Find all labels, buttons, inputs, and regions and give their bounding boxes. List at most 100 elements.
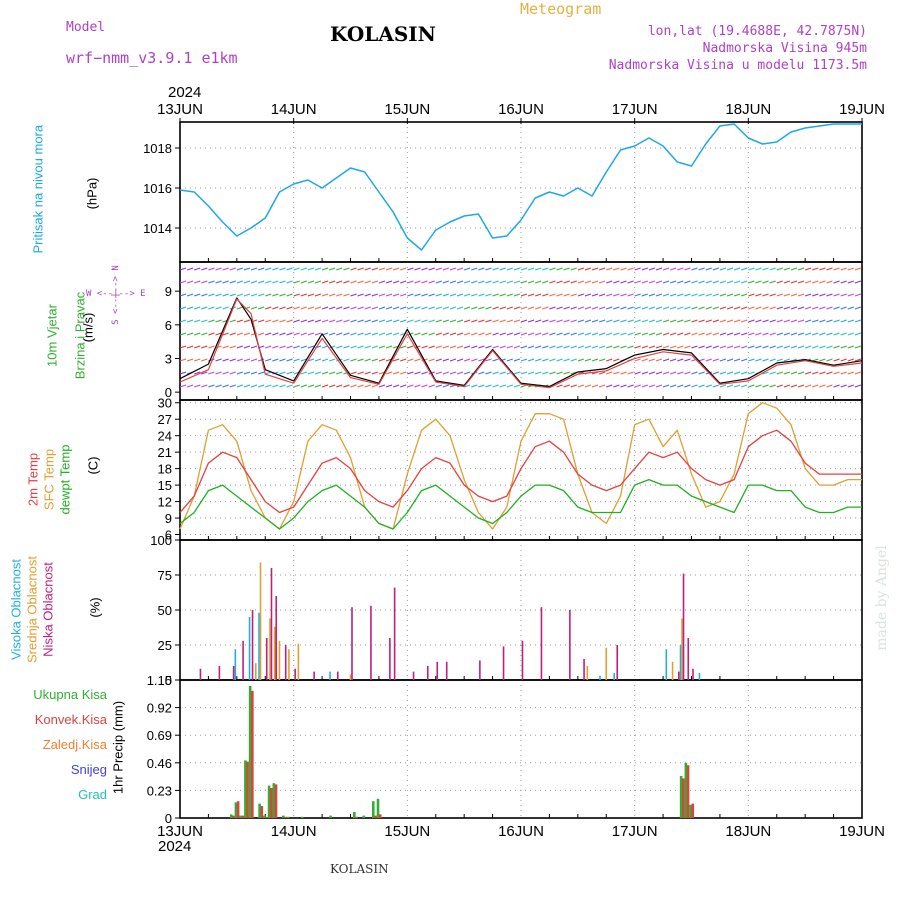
- wind-barb: [186, 306, 194, 310]
- wind-barb: [570, 293, 577, 297]
- wind-barb: [755, 345, 762, 349]
- wind-barb: [506, 332, 513, 336]
- wind-barb: [513, 267, 521, 271]
- wind-barb: [826, 332, 833, 336]
- wind-barb: [712, 345, 719, 349]
- wind-barb: [392, 332, 400, 336]
- wind-barb: [407, 267, 414, 271]
- wind-barb: [364, 358, 371, 362]
- wind-barb: [776, 371, 783, 375]
- wind-barb: [556, 332, 563, 336]
- wind-barb: [272, 293, 279, 297]
- y-tick-label: 0.23: [147, 783, 172, 798]
- wind-barb: [776, 384, 783, 388]
- wind-barb: [400, 319, 407, 323]
- wind-barb: [307, 332, 315, 336]
- wind-barb: [783, 319, 791, 323]
- wind-barb: [506, 267, 513, 271]
- wind-barb: [535, 267, 542, 271]
- wind-barb: [549, 267, 556, 271]
- wind-barb: [741, 358, 748, 362]
- wind-barb: [208, 332, 215, 336]
- wind-barb: [762, 384, 769, 388]
- wind-barb: [570, 384, 577, 388]
- wind-barb: [655, 319, 663, 323]
- wind-barb: [584, 293, 592, 297]
- wind-barb: [620, 371, 627, 375]
- wind-barb: [279, 319, 286, 323]
- precip-bar: [258, 803, 261, 818]
- wind-barb: [364, 293, 371, 297]
- wind-barb: [499, 371, 506, 375]
- y-tick-label: 1018: [143, 141, 172, 156]
- wind-barb: [286, 332, 293, 336]
- wind-barb: [179, 358, 187, 362]
- wind-barb: [428, 306, 435, 310]
- wind-barb: [314, 332, 322, 336]
- wind-barb: [812, 293, 819, 297]
- wind-barb: [208, 293, 215, 297]
- wind-barb: [847, 306, 854, 310]
- wind-barb: [464, 267, 471, 271]
- wind-barb: [265, 319, 272, 323]
- wind-barb: [485, 280, 492, 284]
- compass-we: W <--|--> E: [86, 289, 146, 299]
- wind-barb: [194, 319, 201, 323]
- wind-barb: [265, 267, 272, 271]
- wind-barb: [606, 267, 613, 271]
- wind-barb: [854, 345, 862, 349]
- wind-barb: [762, 267, 769, 271]
- wind-barb: [407, 384, 414, 388]
- wind-barb: [464, 280, 471, 284]
- wind-barb: [797, 319, 805, 323]
- wind-barb: [293, 332, 300, 336]
- wind-barb: [549, 280, 556, 284]
- wind-barb: [307, 371, 315, 375]
- wind-barb: [854, 293, 862, 297]
- wind-barb: [542, 306, 549, 310]
- wind-barb: [620, 293, 627, 297]
- wind-barb: [748, 332, 755, 336]
- wind-barb: [854, 319, 862, 323]
- wind-barb: [854, 280, 862, 284]
- precip-bar: [689, 804, 692, 818]
- wind-barb: [385, 371, 393, 375]
- wind-barb: [691, 332, 698, 336]
- wind-barb: [186, 345, 194, 349]
- wind-barb: [840, 280, 847, 284]
- day-label-bottom: 14JUN: [271, 823, 317, 840]
- wind-barb: [506, 306, 513, 310]
- wind-barb: [748, 345, 755, 349]
- wind-barb: [733, 371, 741, 375]
- wind-barb: [201, 332, 208, 336]
- wind-barb: [520, 306, 528, 310]
- wind-barb: [684, 358, 691, 362]
- wind-barb: [591, 358, 599, 362]
- wind-barb: [797, 332, 805, 336]
- wind-barb: [797, 293, 805, 297]
- wind-barb: [421, 384, 428, 388]
- y-tick-label: 9: [165, 511, 172, 526]
- wind-barb: [691, 306, 698, 310]
- wind-barb: [513, 384, 521, 388]
- wind-barb: [641, 358, 648, 362]
- wind-barb: [584, 332, 592, 336]
- year-top: 2024: [168, 84, 202, 101]
- wind-barb: [471, 306, 478, 310]
- wind-barb: [641, 332, 648, 336]
- wind-barb: [421, 345, 428, 349]
- wind-barb: [414, 371, 421, 375]
- wind-barb: [670, 345, 677, 349]
- wind-barb: [343, 306, 350, 310]
- wind-barb: [471, 280, 478, 284]
- wind-barb: [492, 293, 499, 297]
- wind-barb: [392, 358, 400, 362]
- wind-barb: [847, 319, 854, 323]
- wind-barb: [236, 267, 243, 271]
- wind-barb: [733, 384, 741, 388]
- wind-barb: [783, 280, 791, 284]
- wind-barb: [549, 293, 556, 297]
- wind-barb: [257, 267, 265, 271]
- wind-barb: [279, 332, 286, 336]
- wind-barb: [783, 384, 791, 388]
